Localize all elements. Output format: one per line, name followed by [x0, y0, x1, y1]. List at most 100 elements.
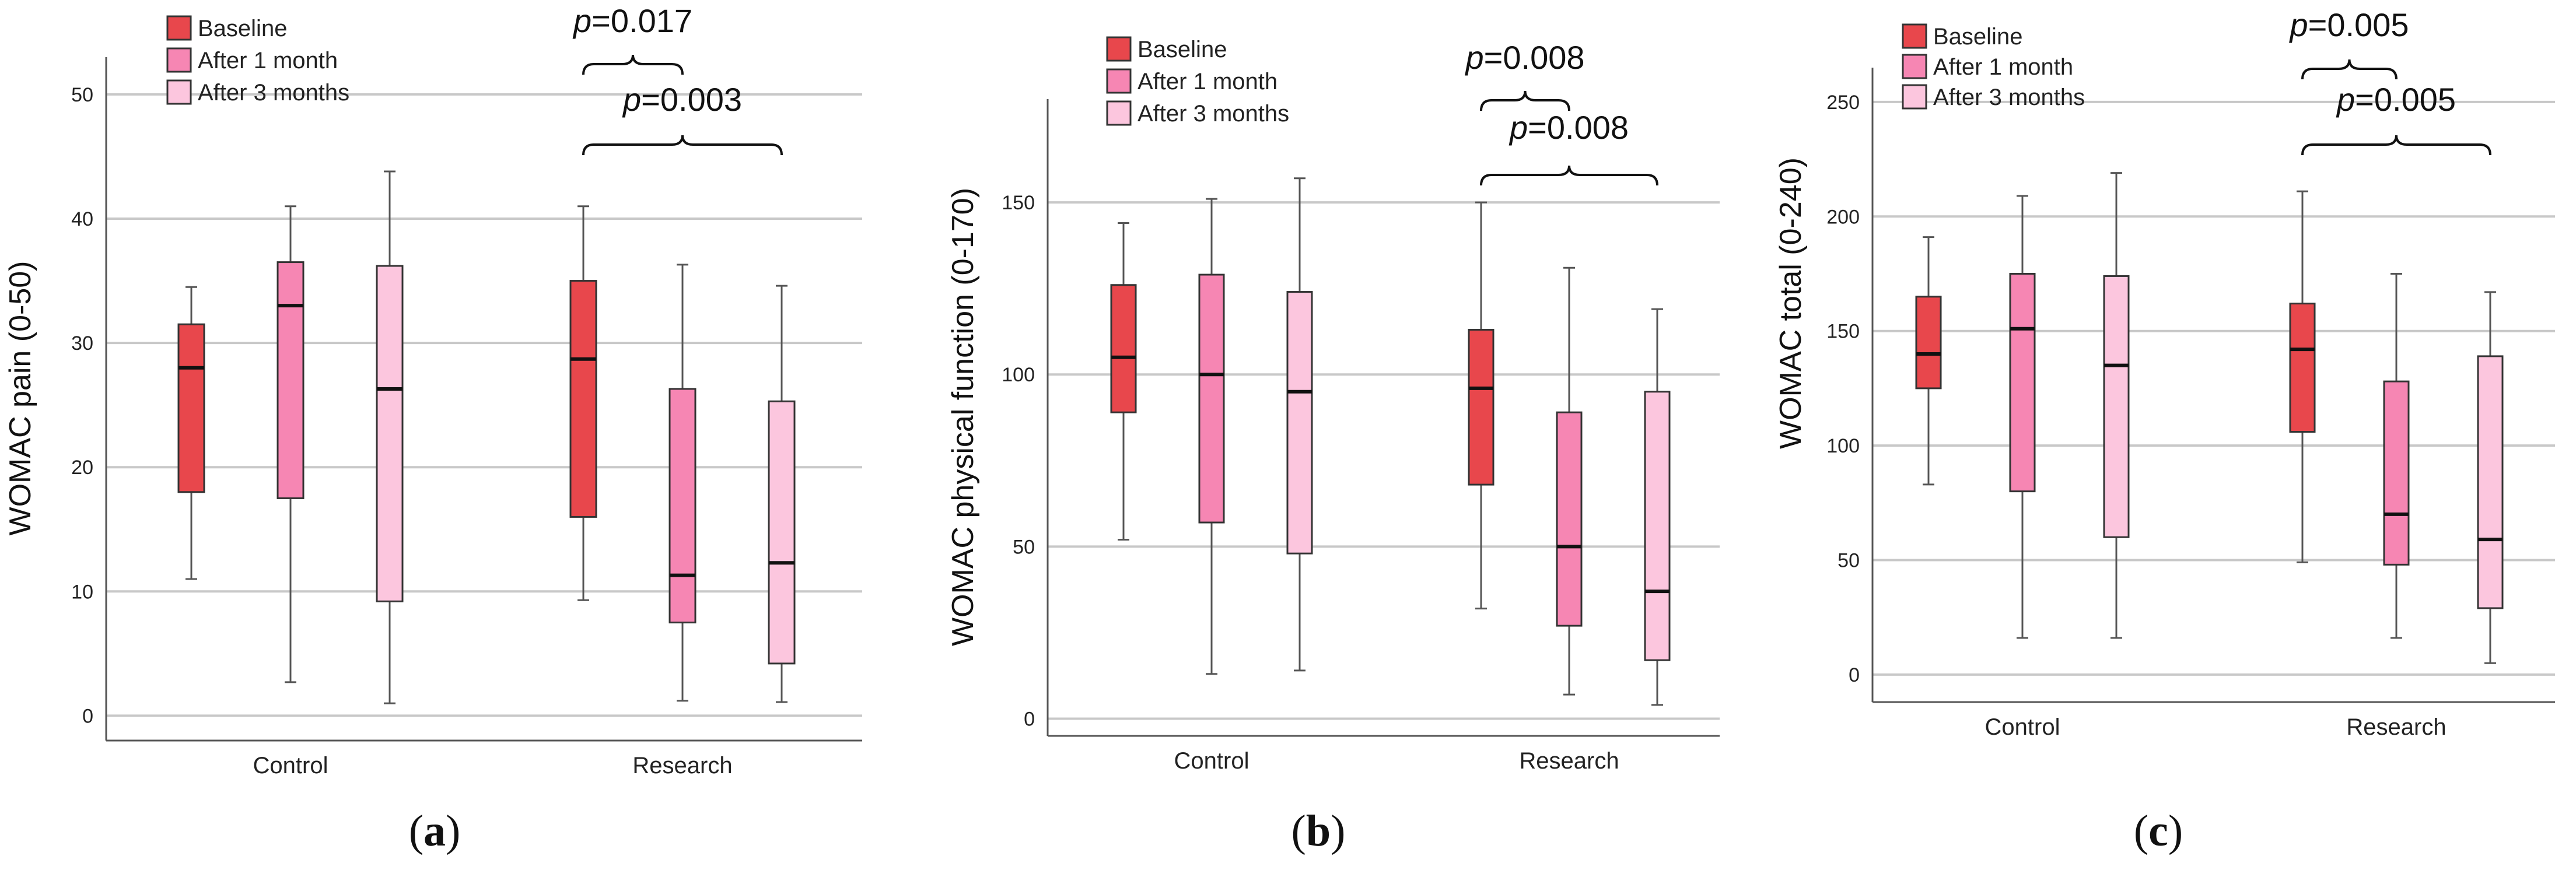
- box-iqr: [2383, 380, 2410, 566]
- box-iqr: [1915, 296, 1942, 390]
- significance-annotation: p=0.008: [1465, 39, 1585, 111]
- legend-swatch: [1106, 36, 1132, 62]
- p-value: =0.005: [2355, 81, 2456, 118]
- y-tick-label: 40: [71, 208, 93, 230]
- p-value: =0.003: [641, 81, 742, 118]
- boxplot-box: [2477, 291, 2504, 664]
- p-symbol: p: [1508, 109, 1528, 146]
- p-value-label: p=0.017: [572, 2, 692, 39]
- significance-bracket: [2301, 135, 2491, 156]
- p-value: =0.005: [2308, 6, 2409, 43]
- significance-annotation: p=0.005: [2289, 6, 2409, 80]
- y-axis-label: WOMAC physical function (0-170): [946, 188, 980, 646]
- significance-annotation: p=0.003: [582, 81, 783, 156]
- boxplot-box: [2383, 273, 2410, 639]
- boxplot-box: [376, 170, 404, 704]
- p-value-label: p=0.008: [1508, 109, 1629, 146]
- y-tick-label: 250: [1826, 92, 1860, 114]
- y-axis-label: WOMAC total (0-240): [1774, 157, 1808, 449]
- significance-bracket: [1480, 90, 1570, 111]
- legend-label: After 1 month: [198, 48, 338, 73]
- legend-swatch: [1106, 100, 1132, 126]
- box-iqr: [1198, 273, 1225, 524]
- p-symbol: p: [622, 81, 641, 118]
- box-iqr: [1286, 291, 1313, 555]
- legend-swatch: [1902, 23, 1927, 49]
- x-category-label: Control: [1985, 714, 2060, 740]
- panel-caption: (b): [1292, 806, 1346, 855]
- legend-label: After 3 months: [198, 80, 349, 106]
- y-tick-label: 20: [71, 457, 93, 479]
- boxplot-box: [668, 264, 696, 702]
- caption-part: (: [409, 806, 424, 855]
- boxplot-box: [1915, 236, 1942, 486]
- legend-label: After 1 month: [1138, 69, 1278, 94]
- x-category-label: Control: [1174, 748, 1250, 774]
- box-iqr: [376, 265, 404, 602]
- significance-bracket: [582, 135, 783, 156]
- legend: Baseline After 1 month After 3 months: [1106, 36, 1289, 127]
- significance-annotation: p=0.017: [572, 2, 692, 75]
- y-tick-label: 50: [1013, 536, 1035, 558]
- box-iqr: [1556, 411, 1583, 627]
- x-category-label: Research: [2346, 714, 2446, 740]
- legend-swatch: [1902, 54, 1927, 79]
- legend-label: Baseline: [198, 16, 287, 41]
- p-value: =0.008: [1484, 39, 1585, 76]
- box-iqr: [1644, 391, 1671, 661]
- box-iqr: [276, 261, 304, 499]
- y-tick-label: 150: [1002, 192, 1035, 214]
- boxplot-box: [177, 286, 205, 580]
- boxplot-box: [1110, 222, 1137, 541]
- box-iqr: [2103, 275, 2130, 538]
- box-iqr: [768, 400, 796, 665]
- legend-swatch: [166, 15, 192, 41]
- significance-bracket: [2301, 59, 2398, 80]
- legend-swatch: [166, 47, 192, 73]
- y-tick-label: 0: [82, 705, 93, 727]
- y-tick-label: 0: [1849, 664, 1860, 686]
- boxplot-box: [1198, 198, 1225, 675]
- boxplot-box: [1644, 308, 1671, 706]
- boxplot-box: [768, 285, 796, 703]
- legend-label: After 1 month: [1933, 54, 2073, 80]
- p-symbol: p: [2336, 81, 2355, 118]
- significance-annotation: p=0.005: [2301, 81, 2491, 156]
- y-tick-label: 30: [71, 332, 93, 355]
- box-iqr: [668, 388, 696, 624]
- p-value: =0.008: [1528, 109, 1629, 146]
- significance-bracket: [1480, 165, 1658, 186]
- caption-part: b: [1306, 806, 1331, 855]
- box-iqr: [2477, 355, 2504, 609]
- legend-label: Baseline: [1933, 24, 2022, 50]
- p-symbol: p: [2289, 6, 2308, 43]
- caption-part: ): [1331, 806, 1345, 855]
- boxplot-box: [1556, 266, 1583, 696]
- p-symbol: p: [1465, 39, 1484, 76]
- caption-part: (: [1292, 806, 1306, 855]
- y-tick-label: 10: [71, 581, 93, 603]
- x-category-label: Control: [253, 753, 328, 778]
- y-tick-label: 200: [1826, 206, 1860, 228]
- box-iqr: [2009, 273, 2036, 493]
- chart-panel-b: 0 50 100 150 WOMAC physical function (0-170)…: [946, 36, 1720, 855]
- boxplot-box: [1286, 177, 1313, 672]
- boxplot-box: [1468, 201, 1494, 610]
- boxplot-box: [2009, 195, 2036, 639]
- y-tick-label: 150: [1826, 321, 1860, 343]
- p-value-label: p=0.005: [2289, 6, 2409, 43]
- p-value-label: p=0.005: [2336, 81, 2456, 118]
- y-tick-label: 100: [1826, 435, 1860, 457]
- caption-part: a: [424, 806, 446, 855]
- boxplot-box: [569, 205, 597, 601]
- box-iqr: [1468, 328, 1494, 486]
- panel-caption: (c): [2134, 806, 2183, 855]
- box-iqr: [569, 280, 597, 518]
- legend-label: After 3 months: [1933, 85, 2085, 110]
- box-iqr: [1110, 284, 1137, 413]
- caption-part: ): [446, 806, 460, 855]
- legend: Baseline After 1 month After 3 months: [166, 15, 349, 106]
- legend-label: Baseline: [1138, 37, 1227, 62]
- legend-label: After 3 months: [1138, 101, 1289, 127]
